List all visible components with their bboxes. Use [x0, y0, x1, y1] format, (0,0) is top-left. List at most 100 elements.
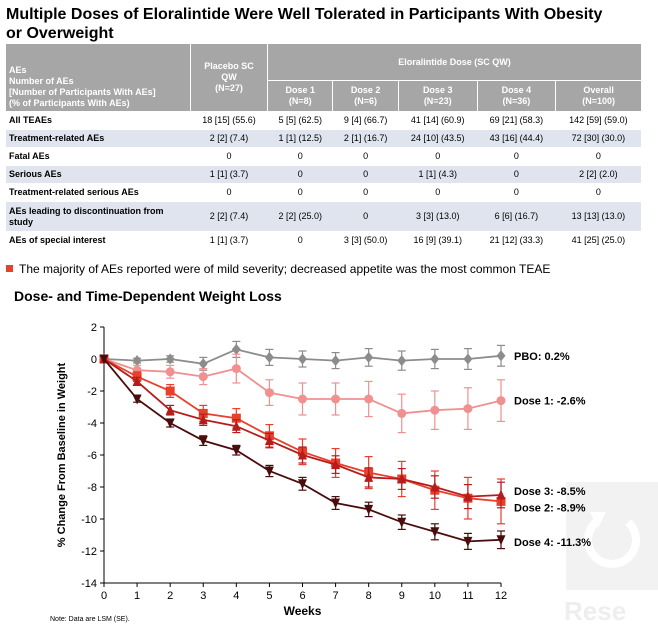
- series-dose-3: Dose 3: -8.5%: [99, 353, 586, 510]
- data-point: [298, 394, 307, 404]
- data-point: [430, 405, 440, 415]
- data-point: [463, 404, 473, 414]
- dose-name: Dose 4: [501, 85, 532, 95]
- table-row: Treatment-related serious AEs 0 0 0 0 0 …: [6, 183, 641, 202]
- x-tick-label: 2: [167, 590, 173, 602]
- placebo-header-line: Placebo SC: [204, 61, 254, 71]
- data-point: [198, 436, 208, 447]
- data-point: [165, 386, 175, 396]
- data-point: [231, 445, 241, 456]
- table-cell: 3 [3] (13.0): [398, 201, 478, 232]
- row-header-line: [Number of Participants With AEs]: [9, 87, 156, 97]
- table-cell: 3 [3] (50.0): [332, 231, 399, 249]
- data-point: [364, 351, 374, 363]
- x-tick-label: 9: [399, 590, 405, 602]
- table-cell: 2 [2] (2.0): [555, 165, 641, 184]
- data-point: [496, 396, 506, 406]
- table-cell: 0: [398, 183, 478, 202]
- placebo-header-line: QW: [221, 72, 237, 82]
- table-cell: 0: [555, 183, 641, 202]
- table-cell: 1 [1] (3.7): [190, 231, 268, 249]
- row-label: Treatment-related serious AEs: [6, 183, 191, 202]
- table-cell: 5 [5] (62.5): [267, 111, 333, 130]
- series-end-label: PBO: 0.2%: [514, 351, 570, 363]
- x-tick-label: 1: [134, 590, 140, 602]
- data-point: [496, 489, 506, 500]
- y-axis-label: % Change From Baseline in Weight: [56, 362, 68, 547]
- dose-group-header: Eloralintide Dose (SC QW): [267, 44, 641, 81]
- table-cell: 0: [267, 147, 333, 166]
- key-finding-bullet: The majority of AEs reported were of mil…: [6, 262, 550, 276]
- data-point: [165, 353, 175, 365]
- series-dose-4: Dose 4: -11.3%: [99, 354, 591, 550]
- table-cell: 13 [13] (13.0): [555, 201, 641, 232]
- data-point: [198, 372, 208, 382]
- data-point: [364, 394, 374, 404]
- y-tick-label: -6: [87, 450, 97, 462]
- table-cell: 0: [267, 183, 333, 202]
- data-point: [496, 535, 506, 546]
- row-label: AEs leading to discontinuation from stud…: [6, 201, 191, 232]
- table-cell: 0: [332, 183, 399, 202]
- data-point: [298, 353, 307, 365]
- table-row-header: AEs Number of AEs [Number of Participant…: [6, 44, 191, 112]
- data-point: [298, 449, 307, 460]
- watermark-panel: [566, 482, 658, 590]
- series-end-label: Dose 2: -8.9%: [514, 502, 586, 514]
- table-cell: 41 [14] (60.9): [398, 111, 478, 130]
- table-row: All TEAEs 18 [15] (55.6) 5 [5] (62.5) 9 …: [6, 111, 641, 130]
- data-point: [99, 354, 109, 365]
- table-cell: 9 [4] (66.7): [332, 111, 399, 130]
- y-tick-label: 2: [91, 322, 97, 334]
- y-tick-label: 0: [91, 354, 97, 366]
- table-cell: 2 [1] (16.7): [332, 129, 399, 148]
- data-point: [264, 351, 274, 363]
- table-cell: 16 [9] (39.1): [398, 231, 478, 249]
- data-point: [331, 498, 341, 509]
- watermark-text: Rese: [564, 596, 627, 626]
- table-cell: 0: [332, 201, 399, 232]
- data-point: [264, 388, 274, 398]
- table-cell: 72 [30] (30.0): [555, 129, 641, 148]
- data-point: [397, 473, 407, 484]
- series-line: [103, 358, 502, 498]
- table-cell: 0: [332, 165, 399, 184]
- data-point: [198, 358, 208, 370]
- table-cell: 1 [1] (3.7): [190, 165, 268, 184]
- table-cell: 24 [10] (43.5): [398, 129, 478, 148]
- y-tick-label: -12: [81, 546, 97, 558]
- y-tick-label: -10: [81, 514, 97, 526]
- series-end-label: Dose 1: -2.6%: [514, 396, 586, 408]
- table-cell: 0: [477, 165, 556, 184]
- series-end-label: Dose 3: -8.5%: [514, 486, 586, 498]
- table-cell: 0: [477, 183, 556, 202]
- x-tick-label: 5: [266, 590, 272, 602]
- table-row: AEs of special interest 1 [1] (3.7) 0 3 …: [6, 231, 641, 249]
- table-row: Serious AEs 1 [1] (3.7) 0 0 1 [1] (4.3) …: [6, 165, 641, 184]
- data-point: [463, 491, 473, 502]
- weight-loss-chart: 20-2-4-6-8-10-12-140 1 2 3 4 5 6 7 8 9 10 11 12Weeks…: [56, 322, 591, 615]
- data-point: [264, 435, 274, 446]
- data-point: [231, 420, 241, 431]
- row-label: Fatal AEs: [6, 147, 191, 166]
- table-cell: 0: [332, 147, 399, 166]
- x-tick-label: 8: [366, 590, 372, 602]
- dose-n: (N=6): [354, 96, 378, 106]
- data-point: [463, 353, 473, 365]
- data-point: [132, 375, 142, 386]
- data-point: [397, 355, 407, 367]
- x-tick-label: 11: [462, 590, 473, 602]
- footnote: Note: Data are LSM (SE).: [50, 616, 130, 623]
- x-tick-label: 4: [233, 590, 239, 602]
- table-cell: 18 [15] (55.6): [190, 111, 268, 130]
- table-cell: 142 [59] (59.0): [555, 111, 641, 130]
- table-cell: 0: [267, 165, 333, 184]
- table-row: Treatment-related AEs 2 [2] (7.4) 1 [1] …: [6, 129, 641, 148]
- table-cell: 0: [190, 183, 268, 202]
- data-point: [198, 414, 208, 425]
- series-dose-1: Dose 1: -2.6%: [99, 353, 586, 434]
- data-point: [198, 408, 208, 418]
- x-tick-label: 7: [333, 590, 339, 602]
- dose-column-header: Dose 3 (N=23): [397, 80, 478, 112]
- table-cell: 69 [21] (58.3): [477, 111, 556, 130]
